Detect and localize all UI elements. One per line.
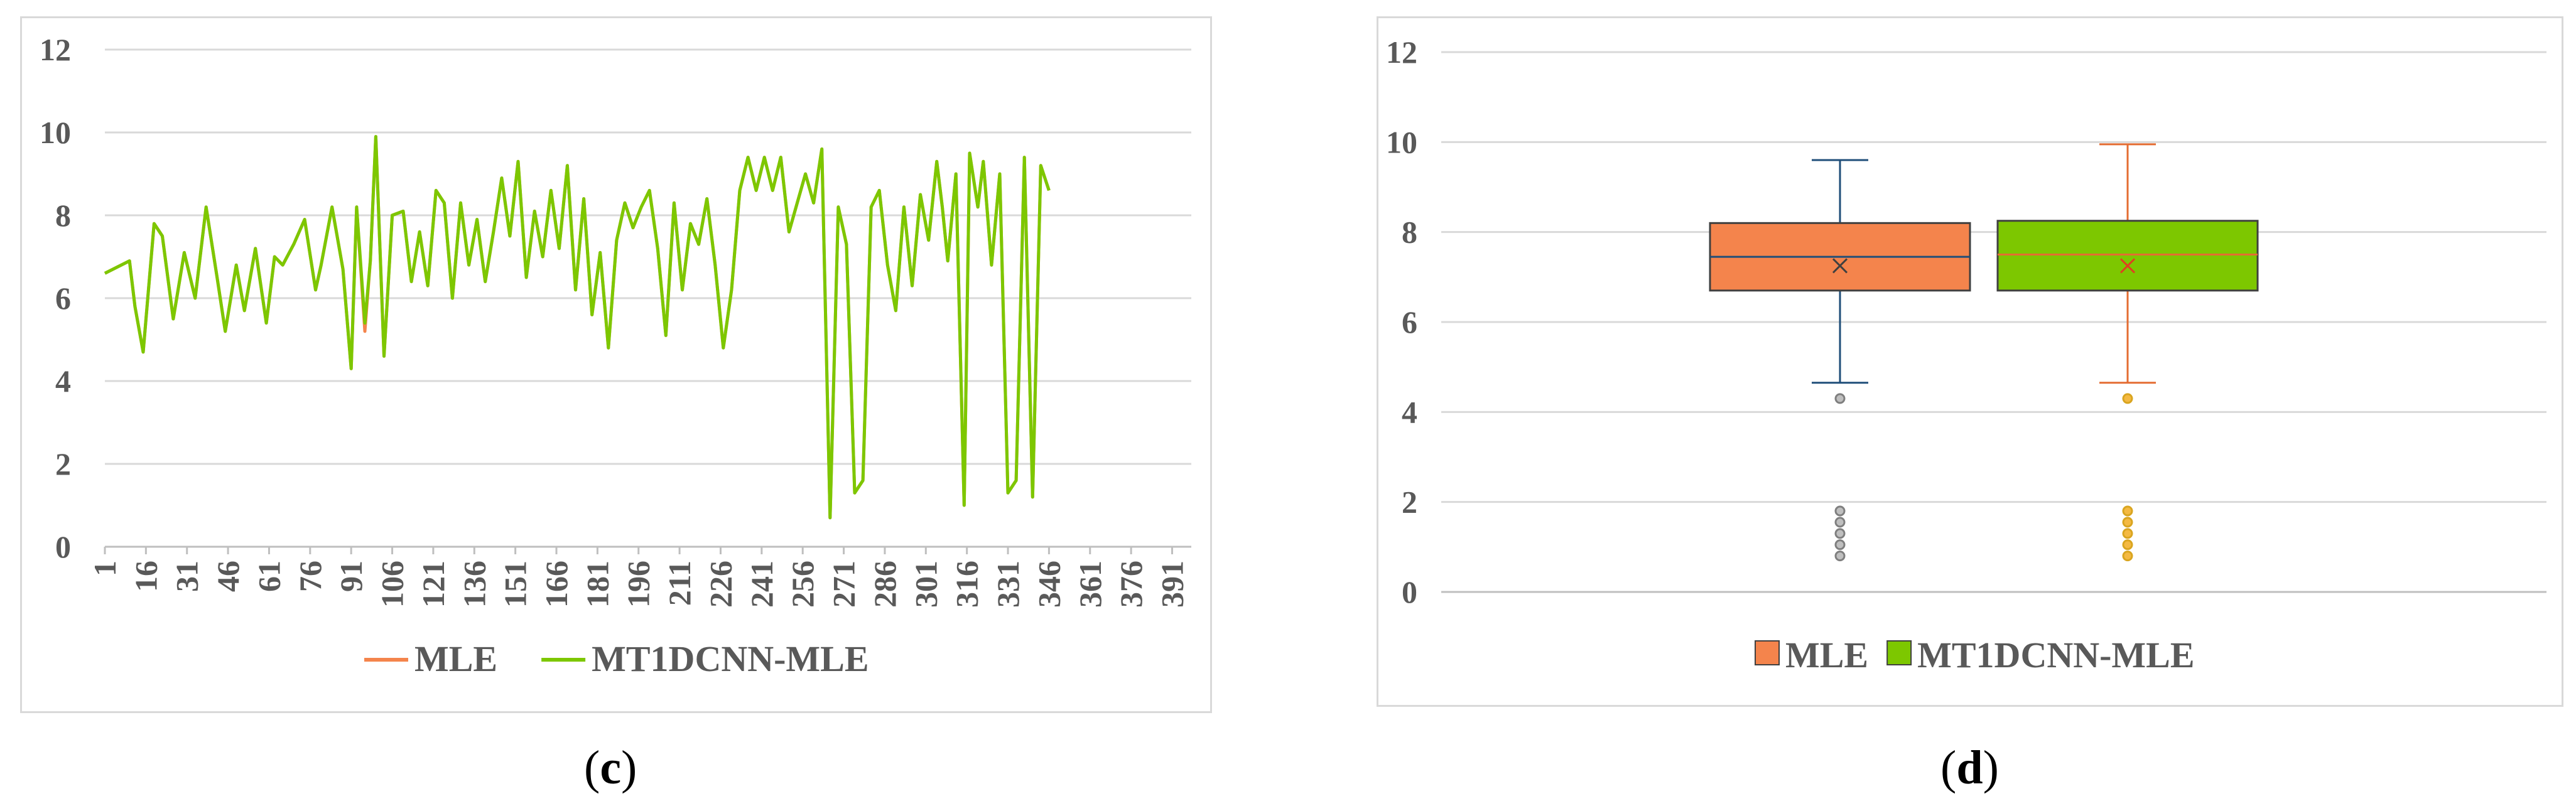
legend-label: MLE bbox=[414, 638, 497, 679]
y-tick-label: 6 bbox=[1402, 304, 1417, 340]
legend-swatch bbox=[1755, 640, 1780, 665]
x-tick-label: 106 bbox=[375, 561, 410, 608]
legend-label: MLE bbox=[1785, 635, 1868, 675]
outlier-point-mle bbox=[1834, 528, 1846, 539]
x-tick-label: 391 bbox=[1154, 561, 1189, 608]
x-tick-label: 181 bbox=[580, 561, 615, 608]
outlier-point-mle bbox=[1834, 539, 1846, 551]
x-tick-label: 226 bbox=[703, 561, 738, 608]
x-tick-label: 91 bbox=[333, 561, 369, 592]
y-tick-label: 12 bbox=[1386, 35, 1417, 70]
caption-d: (d) bbox=[1940, 741, 1999, 794]
legend-label: MT1DCNN-MLE bbox=[1917, 635, 2194, 675]
x-tick-label: 196 bbox=[621, 561, 656, 608]
mean-marker-mle bbox=[1832, 258, 1848, 274]
outlier-point-mt1dcnn-mle bbox=[2122, 528, 2133, 539]
x-tick-label: 301 bbox=[908, 561, 943, 608]
box-mt1dcnn-mle bbox=[1996, 220, 2259, 292]
y-tick-label: 0 bbox=[1402, 574, 1417, 610]
outlier-point-mt1dcnn-mle bbox=[2122, 551, 2133, 562]
y-tick-label: 2 bbox=[55, 446, 71, 481]
box-plot: 0 2 4 6 8 10 12 MLE MT1DCNN-MLE bbox=[1386, 35, 2546, 675]
outlier-point-mt1dcnn-mle bbox=[2122, 393, 2133, 404]
outlier-point-mle bbox=[1834, 393, 1846, 404]
mean-marker-stroke bbox=[2119, 258, 2136, 274]
mean-marker-stroke bbox=[1832, 258, 1848, 274]
y-tick-label: 12 bbox=[40, 32, 71, 67]
x-tick-label: 286 bbox=[867, 561, 902, 608]
x-tick-label: 331 bbox=[990, 561, 1026, 608]
x-tick-label: 61 bbox=[251, 561, 286, 592]
legend-label: MT1DCNN-MLE bbox=[592, 638, 869, 679]
series-line-mt1dcnn-mle bbox=[104, 135, 1051, 520]
y-tick-label: 0 bbox=[55, 529, 71, 564]
outlier-point-mle bbox=[1834, 551, 1846, 562]
line-chart-panel: 0 2 4 6 8 10 12 1 16 31 46 61 76 91 106 121 136 151 166 181… bbox=[20, 16, 1212, 713]
outlier-point-mle bbox=[1834, 505, 1846, 517]
outlier-point-mt1dcnn-mle bbox=[2122, 517, 2133, 528]
y-tick-label: 4 bbox=[1402, 394, 1417, 429]
x-tick-label: 271 bbox=[826, 561, 862, 608]
mean-marker-mt1dcnn-mle bbox=[2119, 258, 2136, 274]
x-tick-label: 241 bbox=[744, 561, 779, 608]
y-tick-label: 6 bbox=[55, 281, 71, 316]
x-tick-label: 151 bbox=[498, 561, 533, 608]
x-tick-label: 16 bbox=[128, 561, 163, 592]
y-tick-label: 4 bbox=[55, 363, 71, 399]
x-tick-label: 46 bbox=[210, 561, 246, 592]
caption-c: (c) bbox=[584, 741, 637, 794]
y-tick-label: 2 bbox=[1402, 485, 1417, 520]
x-tick-label: 256 bbox=[785, 561, 820, 608]
y-tick-label: 10 bbox=[1386, 124, 1417, 159]
x-tick-label: 31 bbox=[170, 561, 205, 592]
x-tick-label: 136 bbox=[457, 561, 492, 608]
legend-swatch bbox=[1886, 640, 1912, 665]
outlier-point-mt1dcnn-mle bbox=[2122, 505, 2133, 517]
y-tick-label: 8 bbox=[55, 198, 71, 233]
x-tick-label: 76 bbox=[293, 561, 328, 592]
x-tick-label: 166 bbox=[539, 561, 574, 608]
x-tick-label: 361 bbox=[1073, 561, 1108, 608]
x-tick-label: 376 bbox=[1113, 561, 1149, 608]
x-tick-label: 211 bbox=[662, 561, 697, 606]
x-tick-label: 121 bbox=[416, 561, 451, 608]
outlier-point-mt1dcnn-mle bbox=[2122, 539, 2133, 551]
y-tick-label: 8 bbox=[1402, 215, 1417, 250]
series-line-mle bbox=[104, 135, 1051, 520]
outlier-point-mle bbox=[1834, 517, 1846, 528]
x-tick-label: 1 bbox=[87, 561, 122, 576]
x-tick-label: 316 bbox=[950, 561, 985, 608]
y-tick-label: 10 bbox=[40, 115, 71, 150]
x-tick-label: 346 bbox=[1031, 561, 1066, 608]
box-plot-panel: 0 2 4 6 8 10 12 MLE MT1DCNN-MLE bbox=[1377, 16, 2563, 707]
